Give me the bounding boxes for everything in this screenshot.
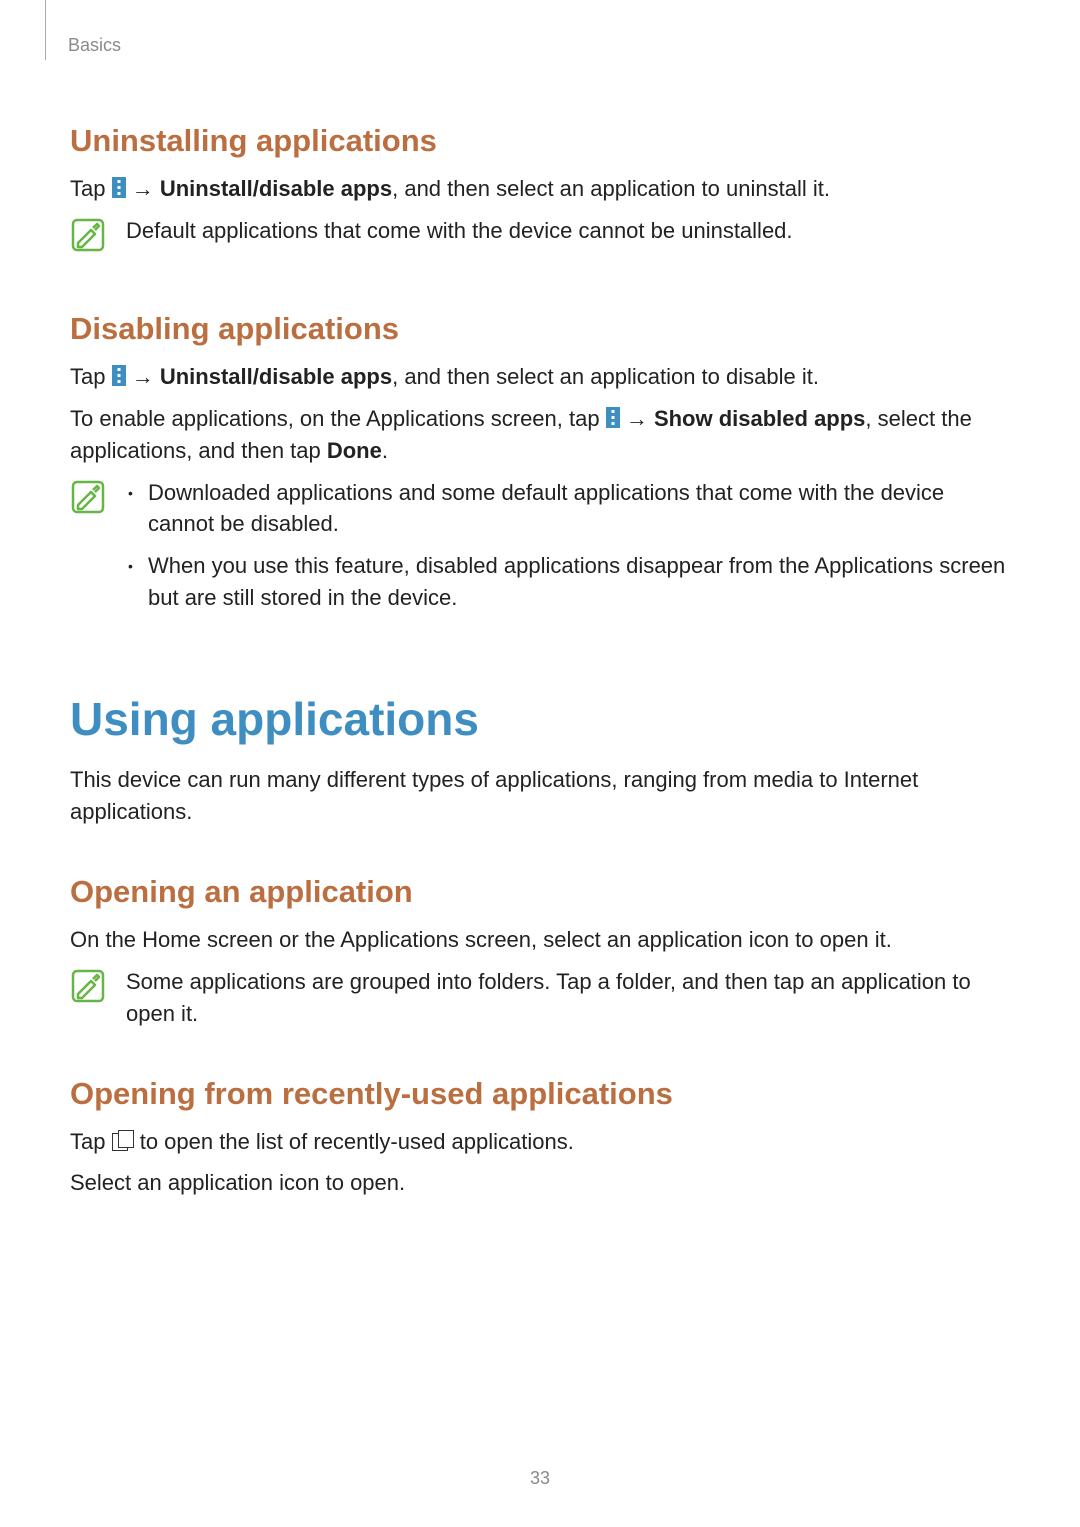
note-text: Default applications that come with the … [126, 215, 1010, 247]
note-memo-icon [70, 479, 106, 515]
paragraph-recent-select: Select an application icon to open. [70, 1167, 1010, 1199]
note-memo-icon [70, 217, 106, 253]
menu-overflow-icon [112, 177, 126, 198]
menu-path-label: Done [327, 438, 382, 463]
menu-overflow-icon [112, 365, 126, 386]
arrow-separator: → [126, 176, 160, 201]
text-fragment: , and then select an application to unin… [392, 176, 830, 201]
paragraph-enable-instruction: To enable applications, on the Applicati… [70, 403, 1010, 467]
document-page: Basics Uninstalling applications Tap → U… [0, 0, 1080, 1527]
paragraph-using-apps: This device can run many different types… [70, 764, 1010, 828]
page-number: 33 [0, 1468, 1080, 1489]
menu-overflow-icon [606, 407, 620, 428]
header-divider [45, 0, 46, 60]
list-item: When you use this feature, disabled appl… [126, 550, 1010, 614]
arrow-separator: → [126, 364, 160, 389]
text-fragment: Tap [70, 176, 112, 201]
heading-opening-app: Opening an application [70, 874, 1010, 910]
page-content: Uninstalling applications Tap → Uninstal… [0, 38, 1080, 1199]
text-fragment: to open the list of recently-used applic… [134, 1129, 574, 1154]
note-block: Default applications that come with the … [70, 215, 1010, 253]
arrow-separator: → [620, 406, 654, 431]
note-block: Some applications are grouped into folde… [70, 966, 1010, 1030]
text-fragment: Tap [70, 1129, 112, 1154]
recent-apps-icon [112, 1130, 134, 1152]
heading-disabling: Disabling applications [70, 311, 1010, 347]
paragraph-uninstall-instruction: Tap → Uninstall/disable apps, and then s… [70, 173, 1010, 205]
section-breadcrumb: Basics [68, 35, 121, 56]
text-fragment: , and then select an application to disa… [392, 364, 819, 389]
text-fragment: . [382, 438, 388, 463]
heading-using-applications: Using applications [70, 692, 1010, 746]
paragraph-disable-instruction: Tap → Uninstall/disable apps, and then s… [70, 361, 1010, 393]
heading-uninstalling: Uninstalling applications [70, 123, 1010, 159]
paragraph-recent-tap: Tap to open the list of recently-used ap… [70, 1126, 1010, 1158]
text-fragment: To enable applications, on the Applicati… [70, 406, 606, 431]
menu-path-label: Uninstall/disable apps [160, 176, 392, 201]
heading-recent-apps: Opening from recently-used applications [70, 1076, 1010, 1112]
note-bullet-list: Downloaded applications and some default… [126, 477, 1010, 625]
note-text: Some applications are grouped into folde… [126, 966, 1010, 1030]
menu-path-label: Uninstall/disable apps [160, 364, 392, 389]
list-item: Downloaded applications and some default… [126, 477, 1010, 541]
note-memo-icon [70, 968, 106, 1004]
menu-path-label: Show disabled apps [654, 406, 865, 431]
note-block: Downloaded applications and some default… [70, 477, 1010, 625]
text-fragment: Tap [70, 364, 112, 389]
paragraph-opening-app: On the Home screen or the Applications s… [70, 924, 1010, 956]
